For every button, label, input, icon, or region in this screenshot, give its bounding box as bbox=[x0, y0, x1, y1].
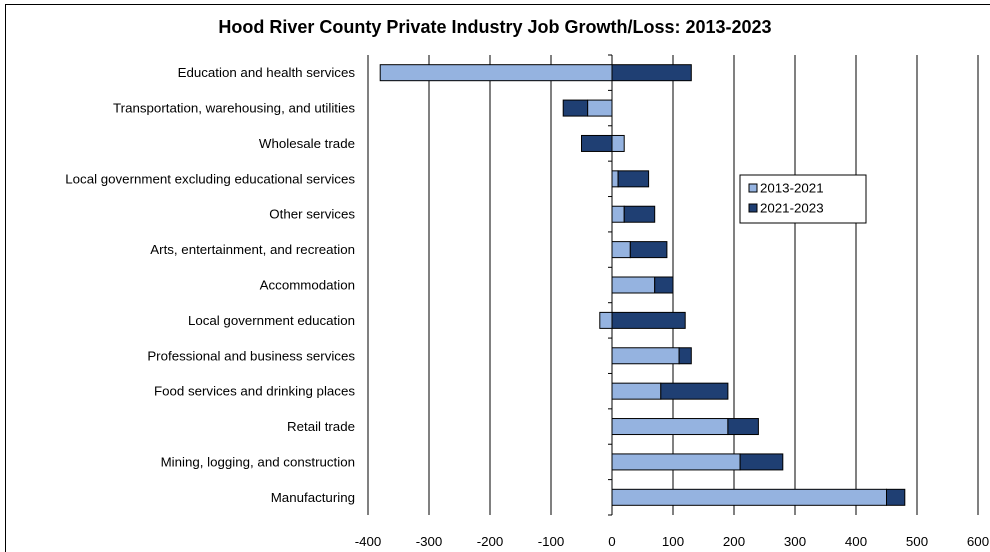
bars bbox=[379, 64, 906, 506]
bar-2021-2023 bbox=[727, 418, 759, 436]
bar-2013-2021 bbox=[587, 99, 613, 117]
bar-2013-2021 bbox=[611, 134, 625, 152]
bar-2021-2023 bbox=[629, 241, 668, 259]
category-label: Local government excluding educational s… bbox=[65, 171, 355, 186]
category-label: Manufacturing bbox=[271, 490, 355, 505]
y-axis bbox=[608, 54, 613, 516]
category-label: Local government education bbox=[188, 313, 355, 328]
bar-2013-2021 bbox=[611, 418, 729, 436]
category-label: Mining, logging, and construction bbox=[161, 454, 355, 469]
category-label: Accommodation bbox=[260, 278, 355, 293]
category-label: Education and health services bbox=[178, 65, 356, 80]
x-tick-label: -300 bbox=[416, 534, 443, 549]
category-label: Wholesale trade bbox=[259, 136, 355, 151]
bar-2021-2023 bbox=[660, 382, 729, 400]
x-tick-label: 600 bbox=[967, 534, 989, 549]
category-label: Other services bbox=[269, 207, 355, 222]
legend: 2013-2021 2021-2023 bbox=[739, 174, 867, 224]
category-label: Food services and drinking places bbox=[154, 384, 355, 399]
bar-2013-2021 bbox=[599, 311, 613, 329]
bar-2021-2023 bbox=[611, 64, 692, 82]
category-label: Arts, entertainment, and recreation bbox=[150, 242, 355, 257]
x-tick-label: 500 bbox=[906, 534, 928, 549]
gridlines bbox=[367, 55, 979, 515]
legend-label: 2021-2023 bbox=[760, 201, 824, 216]
legend-box bbox=[739, 174, 867, 224]
bar-2021-2023 bbox=[678, 347, 692, 365]
chart-frame bbox=[5, 4, 990, 552]
bar-2013-2021 bbox=[611, 453, 741, 471]
bar-2013-2021 bbox=[379, 64, 613, 82]
x-tick-label: 300 bbox=[784, 534, 806, 549]
bar-2013-2021 bbox=[611, 347, 680, 365]
category-labels: Education and health services Transportat… bbox=[65, 65, 355, 505]
category-label: Transportation, warehousing, and utiliti… bbox=[113, 101, 355, 116]
x-tick-label: 200 bbox=[723, 534, 745, 549]
bar-2021-2023 bbox=[617, 170, 650, 188]
bar-2021-2023 bbox=[739, 453, 784, 471]
chart-title: Hood River County Private Industry Job G… bbox=[218, 17, 772, 37]
category-label: Professional and business services bbox=[147, 348, 355, 363]
x-tick-label: -400 bbox=[355, 534, 382, 549]
legend-label: 2013-2021 bbox=[760, 181, 824, 196]
bar-2021-2023 bbox=[623, 205, 656, 223]
x-tick-label: -200 bbox=[477, 534, 504, 549]
x-tick-label: 100 bbox=[662, 534, 684, 549]
legend-swatch bbox=[748, 203, 758, 213]
bar-2021-2023 bbox=[611, 311, 686, 329]
bar-2013-2021 bbox=[611, 382, 662, 400]
legend-swatch bbox=[748, 183, 758, 193]
x-tick-label: 0 bbox=[608, 534, 615, 549]
bar-2021-2023 bbox=[654, 276, 674, 294]
bar-2013-2021 bbox=[611, 241, 631, 259]
bar-2013-2021 bbox=[611, 170, 619, 188]
x-tick-labels: -400 -300 -200 -100 0 100 200 300 400 500 600 bbox=[355, 534, 989, 549]
bar-2021-2023 bbox=[581, 134, 613, 152]
x-tick-label: -100 bbox=[538, 534, 565, 549]
category-label: Retail trade bbox=[287, 419, 355, 434]
bar-2013-2021 bbox=[611, 205, 625, 223]
bar-2021-2023 bbox=[562, 99, 589, 117]
bar-2013-2021 bbox=[611, 276, 656, 294]
bar-2013-2021 bbox=[611, 488, 887, 506]
bar-2021-2023 bbox=[886, 488, 906, 506]
x-tick-label: 400 bbox=[845, 534, 867, 549]
